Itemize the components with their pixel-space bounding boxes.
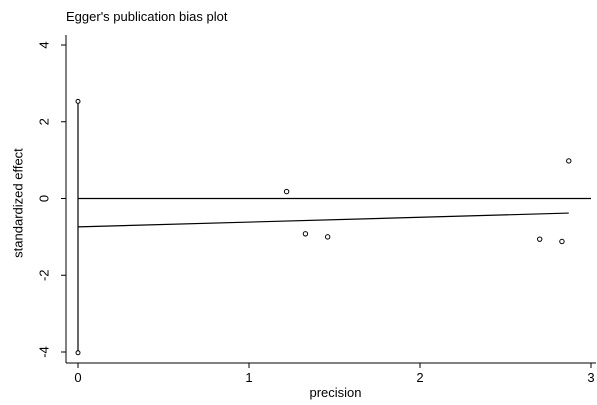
intercept-ci-upper-marker (75, 98, 81, 104)
data-point (302, 231, 309, 237)
y-tick-label: -2 (37, 269, 52, 281)
x-tick-label: 3 (587, 370, 594, 385)
data-point (559, 238, 565, 245)
regression-line (77, 212, 569, 228)
y-tick-label: 2 (37, 118, 52, 125)
y-tick-label: 4 (37, 41, 52, 48)
data-point (566, 158, 572, 164)
data-point (537, 236, 543, 242)
data-point (324, 234, 331, 240)
intercept-ci-lower-marker (75, 350, 81, 356)
y-axis-label: standardized effect (11, 148, 26, 258)
x-tick-label: 1 (245, 370, 252, 385)
x-tick-label: 2 (416, 370, 423, 385)
reference-lines (75, 98, 591, 356)
y-tick-label: 0 (37, 195, 52, 202)
chart-title: Egger's publication bias plot (66, 9, 228, 24)
data-points (283, 158, 572, 245)
x-axis-label: precision (309, 385, 361, 400)
y-tick-label: -4 (37, 346, 52, 358)
axes: -4 -2 0 2 4 0 1 2 3 (37, 35, 596, 385)
x-tick-label: 0 (74, 370, 81, 385)
data-point (283, 188, 290, 195)
